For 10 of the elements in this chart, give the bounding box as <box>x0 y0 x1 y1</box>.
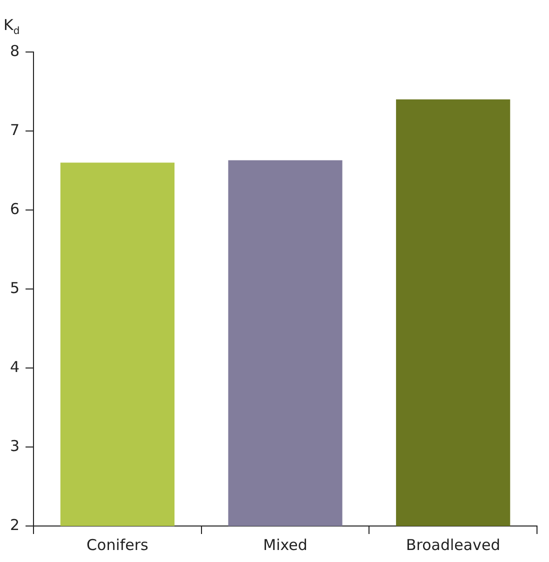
x-tick-label: Mixed <box>263 536 308 554</box>
x-tick-label: Conifers <box>86 536 149 554</box>
y-tick-label: 5 <box>10 278 20 297</box>
y-tick-label: 3 <box>10 436 20 455</box>
y-tick-label: 2 <box>10 516 20 534</box>
y-tick-label: 7 <box>10 120 20 139</box>
x-tick-label: Broadleaved <box>406 536 500 554</box>
y-tick-label: 4 <box>10 358 20 376</box>
y-tick-label: 6 <box>10 200 20 218</box>
y-tick-label: 8 <box>10 42 20 60</box>
